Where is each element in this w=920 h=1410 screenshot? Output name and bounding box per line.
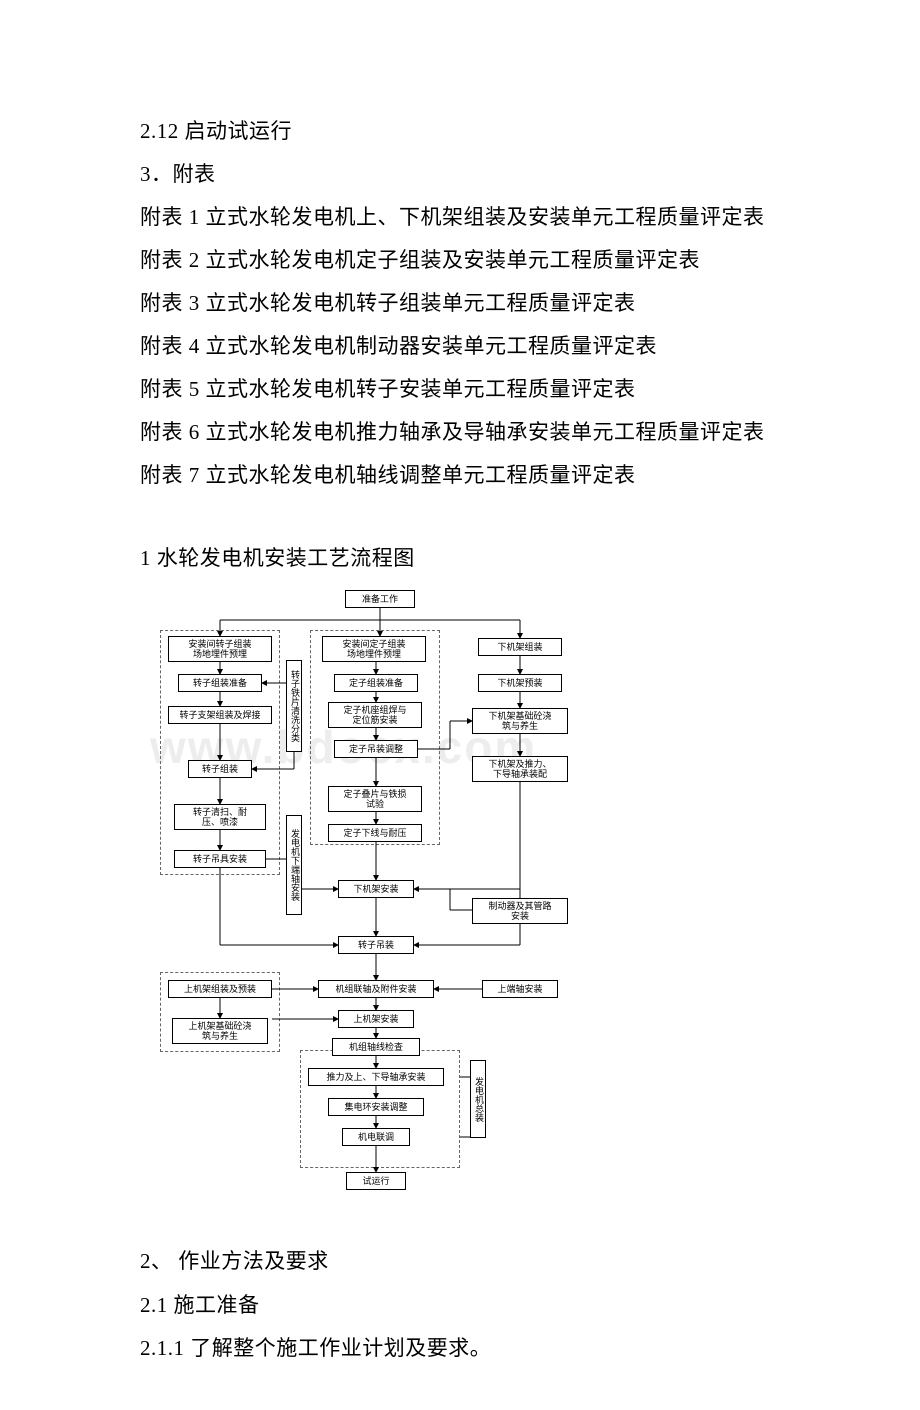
vnode-2: 发电机下端轴安装	[286, 815, 302, 915]
node-c3d: 下机架及推力、下导轴承装配	[472, 756, 568, 782]
node-c2l: 推力及上、下导轴承安装	[308, 1068, 444, 1086]
appendix-1: 附表 1 立式水轮发电机上、下机架组装及安装单元工程质量评定表	[140, 196, 780, 239]
node-c2m: 集电环安装调整	[328, 1098, 424, 1116]
vnode-3: 发电机总装	[470, 1060, 486, 1138]
node-c2a: 安装间定子组装场地埋件预埋	[322, 636, 426, 662]
flowchart-title: 1 水轮发电机安装工艺流程图	[140, 537, 780, 580]
node-c2f: 定子下线与耐压	[328, 824, 422, 842]
line-3-appendix: 3．附表	[140, 153, 780, 196]
node-c3b: 下机架预装	[478, 674, 562, 692]
node-c1a: 安装间转子组装场地埋件预埋	[168, 636, 272, 662]
node-c3c: 下机架基础砼浇筑与养生	[472, 708, 568, 734]
node-c2k: 机组轴线检查	[332, 1038, 420, 1056]
node-c1c: 转子支架组装及焊接	[168, 706, 272, 724]
vnode-1: 转子铁片清洗分类	[286, 660, 302, 752]
node-c2n: 机电联调	[342, 1128, 410, 1146]
appendix-2: 附表 2 立式水轮发电机定子组装及安装单元工程质量评定表	[140, 239, 780, 282]
node-prep: 准备工作	[345, 590, 415, 608]
line-2-methods: 2、 作业方法及要求	[140, 1240, 780, 1283]
node-c2o: 试运行	[346, 1172, 406, 1190]
appendix-6: 附表 6 立式水轮发电机推力轴承及导轴承安装单元工程质量评定表	[140, 411, 780, 454]
flowchart: www.bdocx.com 准备工作 安装间转子组装场地埋件预埋 转子组装准备 …	[160, 590, 600, 1210]
node-c2h: 转子吊装	[338, 936, 414, 954]
node-c2b: 定子组装准备	[334, 674, 418, 692]
node-c1d: 转子组装	[188, 760, 252, 778]
appendix-7: 附表 7 立式水轮发电机轴线调整单元工程质量评定表	[140, 454, 780, 497]
node-c2j: 上机架安装	[338, 1010, 414, 1028]
line-2-1: 2.1 施工准备	[140, 1284, 780, 1327]
node-c1b: 转子组装准备	[178, 674, 262, 692]
node-c2d: 定子吊装调整	[334, 740, 418, 758]
line-2-1-1: 2.1.1 了解整个施工作业计划及要求。	[140, 1327, 780, 1370]
document-page: 2.12 启动试运行 3．附表 附表 1 立式水轮发电机上、下机架组装及安装单元…	[0, 0, 920, 1410]
line-2-12: 2.12 启动试运行	[140, 110, 780, 153]
node-c1e: 转子清扫、耐压、喷漆	[174, 804, 266, 830]
node-c1f: 转子吊具安装	[174, 850, 266, 868]
node-c2g: 下机架安装	[338, 880, 414, 898]
node-c2e: 定子叠片与铁损试验	[328, 786, 422, 812]
node-c2i: 机组联轴及附件安装	[318, 980, 434, 998]
node-l2b: 上机架基础砼浇筑与养生	[172, 1018, 268, 1044]
node-c2c: 定子机座组焊与定位筋安装	[328, 702, 422, 728]
appendix-3: 附表 3 立式水轮发电机转子组装单元工程质量评定表	[140, 282, 780, 325]
node-c3e: 制动器及其管路安装	[472, 898, 568, 924]
node-c3f: 上端轴安装	[482, 980, 558, 998]
node-l2a: 上机架组装及预装	[168, 980, 272, 998]
node-c3a: 下机架组装	[478, 638, 562, 656]
appendix-5: 附表 5 立式水轮发电机转子安装单元工程质量评定表	[140, 368, 780, 411]
appendix-4: 附表 4 立式水轮发电机制动器安装单元工程质量评定表	[140, 325, 780, 368]
